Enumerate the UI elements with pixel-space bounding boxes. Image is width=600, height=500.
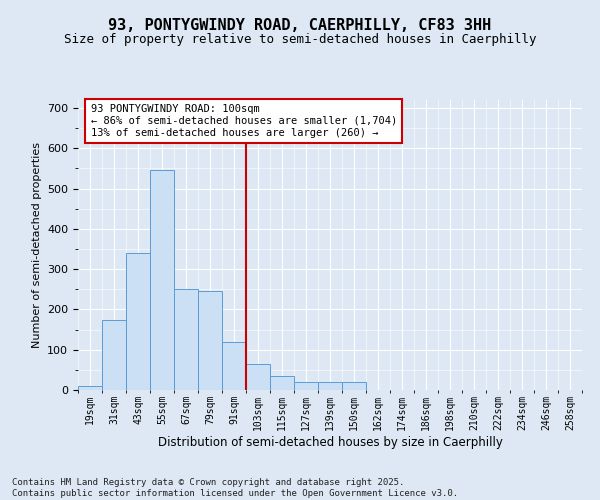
Text: 93 PONTYGWINDY ROAD: 100sqm
← 86% of semi-detached houses are smaller (1,704)
13: 93 PONTYGWINDY ROAD: 100sqm ← 86% of sem… [91, 104, 397, 138]
Bar [198, 292, 222, 390]
Bar [174, 290, 198, 390]
Bar [126, 253, 150, 390]
Bar [342, 382, 366, 390]
Bar [222, 342, 246, 390]
Bar [78, 386, 102, 390]
Bar [150, 170, 174, 390]
X-axis label: Distribution of semi-detached houses by size in Caerphilly: Distribution of semi-detached houses by … [158, 436, 502, 448]
Text: Size of property relative to semi-detached houses in Caerphilly: Size of property relative to semi-detach… [64, 32, 536, 46]
Bar [318, 382, 342, 390]
Text: Contains HM Land Registry data © Crown copyright and database right 2025.
Contai: Contains HM Land Registry data © Crown c… [12, 478, 458, 498]
Bar [102, 320, 126, 390]
Bar [270, 376, 294, 390]
Bar [294, 382, 318, 390]
Text: 93, PONTYGWINDY ROAD, CAERPHILLY, CF83 3HH: 93, PONTYGWINDY ROAD, CAERPHILLY, CF83 3… [109, 18, 491, 32]
Y-axis label: Number of semi-detached properties: Number of semi-detached properties [32, 142, 41, 348]
Bar [246, 364, 270, 390]
